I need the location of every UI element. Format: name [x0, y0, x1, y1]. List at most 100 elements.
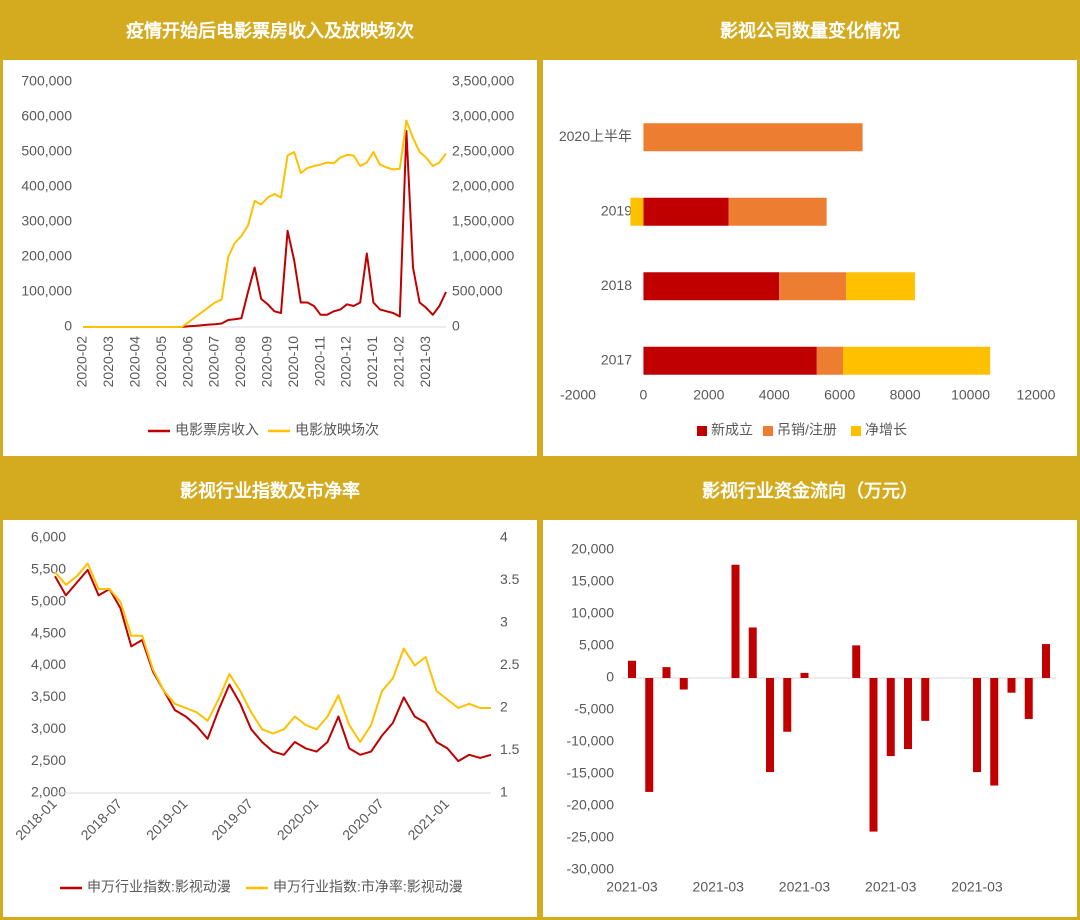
legend-label: 电影票房收入: [175, 422, 259, 438]
x-tick-label: 2020-06: [179, 336, 195, 388]
bar: [990, 678, 999, 786]
x-tick-label: 10000: [951, 387, 990, 403]
y2-tick-label: 0: [452, 318, 460, 334]
x-tick-label: 2020-08: [232, 336, 248, 388]
legend-label: 电影放映场次: [295, 422, 379, 438]
legend-label: 申万行业指数:市净率:影视动漫: [273, 879, 463, 895]
y-tick-label: 3,000: [31, 720, 66, 736]
chart-title: 疫情开始后电影票房收入及放映场次: [126, 20, 414, 41]
y-tick-label: 5,000: [31, 592, 66, 608]
chart-title: 影视行业资金流向（万元）: [702, 480, 918, 501]
x-tick-label: 2021-03: [693, 879, 745, 895]
y-tick-label: 2,500: [31, 752, 66, 768]
y-tick-label: 5,500: [31, 561, 66, 577]
x-tick-label: -2000: [560, 387, 596, 403]
x-tick-label: 2021-03: [779, 879, 831, 895]
y2-tick-label: 1,500,000: [452, 213, 514, 229]
bar-segment: [643, 197, 729, 226]
y2-tick-label: 2.5: [500, 656, 520, 672]
bar: [783, 678, 792, 732]
legend-swatch: [763, 426, 773, 436]
x-tick-label: 12000: [1017, 387, 1056, 403]
line-series: [54, 562, 491, 743]
y2-tick-label: 1: [500, 784, 508, 800]
y-tick-label: 100,000: [21, 283, 72, 299]
panel: [543, 60, 1077, 456]
y-tick-label: -15,000: [567, 765, 615, 781]
x-tick-label: 2021-03: [606, 879, 658, 895]
legend-label: 吊销/注册: [777, 422, 837, 438]
y-tick-label: 0: [606, 669, 614, 685]
x-tick-label: 2020-10: [285, 336, 301, 388]
y-tick-label: 700,000: [21, 73, 72, 89]
y2-tick-label: 2: [500, 699, 508, 715]
legend-swatch: [851, 426, 861, 436]
bar: [645, 678, 654, 792]
x-tick-label: 2020-02: [74, 336, 90, 388]
legend-swatch: [697, 426, 707, 436]
bar: [869, 678, 878, 832]
x-tick-label: 4000: [759, 387, 790, 403]
y-tick-label: 6,000: [31, 529, 66, 545]
x-tick-label: 6000: [824, 387, 855, 403]
x-tick-label: 2021-03: [865, 879, 917, 895]
y2-tick-label: 3: [500, 614, 508, 630]
y-tick-label: 4,000: [31, 656, 66, 672]
y-tick-label: -5,000: [574, 701, 614, 717]
y-tick-label: 400,000: [21, 178, 72, 194]
legend-label: 新成立: [711, 422, 753, 438]
bar: [731, 564, 740, 678]
line-series: [83, 119, 447, 328]
x-tick-label: 2021-03: [417, 336, 433, 388]
bar: [662, 667, 671, 678]
y2-tick-label: 3.5: [500, 571, 520, 587]
bar: [766, 678, 774, 773]
bar-segment: [728, 197, 827, 226]
bar: [886, 678, 895, 757]
x-tick-label: 2020-11: [311, 336, 327, 387]
bar-segment: [643, 272, 780, 301]
y-tick-label: 5,000: [579, 637, 614, 653]
bar-segment: [643, 346, 817, 375]
bar: [679, 678, 688, 690]
bar: [921, 678, 930, 721]
y2-tick-label: 1,000,000: [452, 248, 514, 264]
y-tick-label: 3,500: [31, 688, 66, 704]
bar: [800, 672, 809, 678]
y-tick-label: 2019: [601, 202, 632, 218]
x-tick-label: 2020-09: [259, 336, 275, 388]
y-tick-label: 600,000: [21, 108, 72, 124]
y2-tick-label: 1.5: [500, 741, 520, 757]
x-tick-label: 0: [640, 387, 648, 403]
y-tick-label: 300,000: [21, 213, 72, 229]
y-tick-label: -20,000: [567, 797, 615, 813]
bar: [748, 627, 757, 678]
bar: [973, 678, 981, 773]
x-tick-label: 2021-03: [951, 879, 1003, 895]
y-tick-label: 500,000: [21, 143, 72, 159]
panel: [3, 60, 537, 456]
y-tick-label: 4,500: [31, 624, 66, 640]
y-tick-label: 200,000: [21, 248, 72, 264]
x-tick-label: 2020-03: [100, 336, 116, 388]
y2-tick-label: 4: [500, 529, 508, 545]
bar: [628, 660, 636, 678]
y2-tick-label: 2,500,000: [452, 143, 514, 159]
legend-label: 净增长: [865, 422, 907, 438]
x-tick-label: 2020-04: [127, 336, 143, 388]
x-tick-label: 2021-01: [364, 336, 380, 388]
bar: [852, 645, 861, 678]
x-tick-label: 2020-12: [338, 336, 354, 388]
bar: [1007, 678, 1016, 693]
x-tick-label: 8000: [890, 387, 921, 403]
bar-segment: [846, 272, 915, 301]
x-tick-label: 2020-05: [153, 336, 169, 388]
y-tick-label: 2020上半年: [559, 128, 632, 144]
y2-tick-label: 3,000,000: [452, 108, 514, 124]
bar-segment: [779, 272, 847, 301]
y-tick-label: -25,000: [567, 829, 615, 845]
bar-segment: [643, 123, 863, 152]
y2-tick-label: 3,500,000: [452, 73, 514, 89]
bar: [1024, 678, 1033, 719]
